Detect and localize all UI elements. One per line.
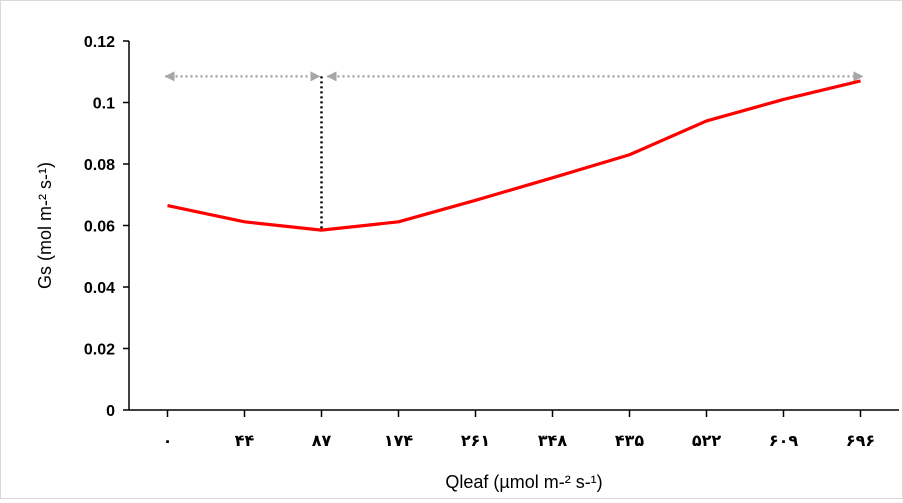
y-tick-label: 0.02 [84,342,115,359]
y-axis-title: Gs (mol m-² s-¹) [35,162,55,289]
x-tick-label: ۳۴۸ [538,433,568,450]
x-tick-label: ۱۷۴ [384,433,414,450]
x-tick-label: ۸۷ [312,433,332,450]
x-tick-label: ۶۰۹ [769,433,799,450]
y-tick-label: 0.08 [84,157,115,174]
x-axis-title: Qleaf (µmol m-² s-¹) [445,472,602,492]
series-line [167,79,861,232]
x-tick-label: ۲۶۱ [461,433,490,450]
y-tick-label: 0.1 [93,96,115,113]
x-tick-label: ۴۳۵ [615,433,645,450]
y-tick-label: 0.04 [84,280,115,297]
x-tick-label: ۵۲۲ [692,433,722,450]
x-tick-label: ۰ [163,433,173,450]
x-tick-label: ۴۴ [235,433,255,450]
y-tick-label: 0.06 [84,219,115,236]
y-tick-label: 0.12 [84,34,115,51]
y-tick-label: 0 [106,403,115,420]
x-tick-label: ۶۹۶ [846,433,875,450]
